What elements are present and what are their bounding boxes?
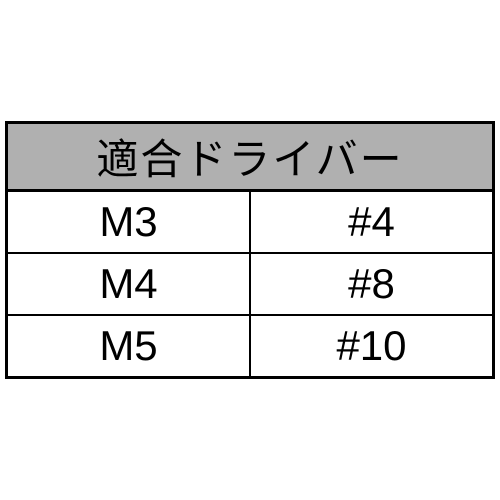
table-row: M3 #4: [7, 191, 494, 254]
size-cell: M3: [7, 191, 251, 254]
driver-cell: #4: [250, 191, 494, 254]
driver-cell: #10: [250, 315, 494, 378]
table-header-row: 適合ドライバー: [7, 123, 494, 191]
table-row: M4 #8: [7, 253, 494, 315]
table: 適合ドライバー M3 #4 M4 #8 M5 #10: [5, 121, 495, 379]
size-cell: M4: [7, 253, 251, 315]
driver-cell: #8: [250, 253, 494, 315]
size-cell: M5: [7, 315, 251, 378]
table-row: M5 #10: [7, 315, 494, 378]
driver-compatibility-table: 適合ドライバー M3 #4 M4 #8 M5 #10: [5, 121, 495, 379]
table-header: 適合ドライバー: [7, 123, 494, 191]
